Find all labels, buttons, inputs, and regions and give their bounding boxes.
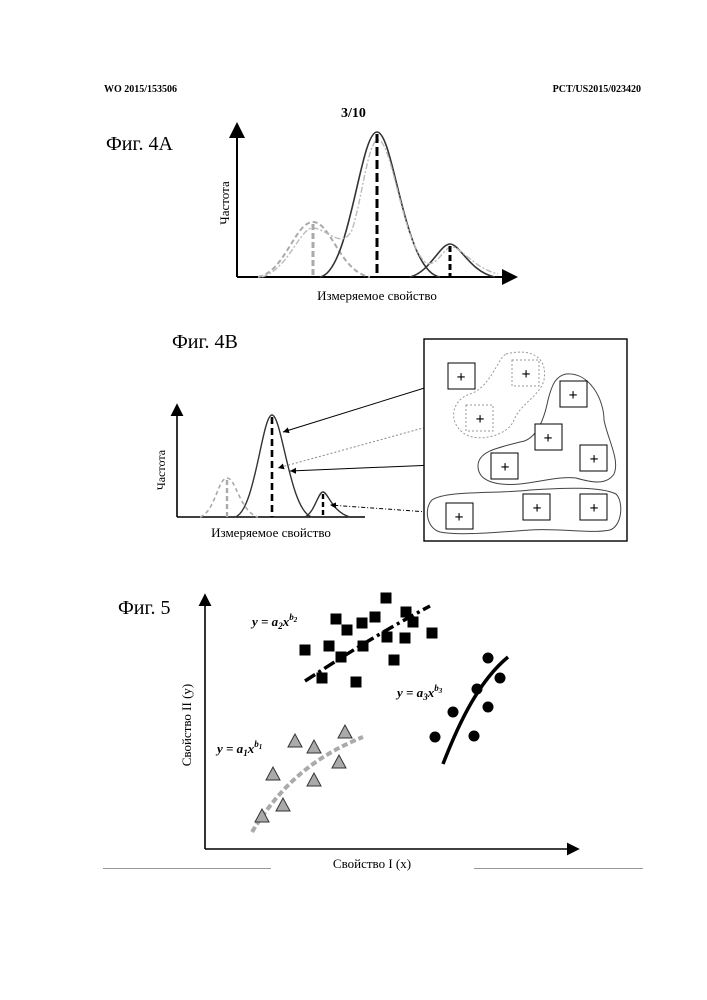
scatter-point-square bbox=[331, 614, 342, 625]
scatter-point-triangle bbox=[338, 725, 352, 738]
fig-4b-peak-right bbox=[305, 492, 350, 517]
scatter-point-triangle bbox=[255, 809, 269, 822]
cluster-cell-plus: + bbox=[500, 459, 509, 476]
scatter-point-circle bbox=[483, 653, 494, 664]
scatter-point-triangle bbox=[276, 798, 290, 811]
footer-rule-right bbox=[474, 868, 643, 869]
scatter-point-square bbox=[342, 625, 353, 636]
fig-4b-x-label: Измеряемое свойство bbox=[211, 525, 331, 540]
equation-2: y = a2xb2 bbox=[250, 612, 298, 631]
fig-4a-peak-left bbox=[258, 222, 370, 277]
scatter-point-square bbox=[324, 641, 335, 652]
scatter-point-circle bbox=[495, 673, 506, 684]
scatter-point-square bbox=[427, 628, 438, 639]
scatter-point-square bbox=[389, 655, 400, 666]
scatter-point-square bbox=[300, 645, 311, 656]
scatter-point-circle bbox=[472, 684, 483, 695]
fig-4b-plot: Частота Измеряемое свойство + + + + + + … bbox=[154, 339, 627, 541]
equation-3: y = a3xb3 bbox=[395, 683, 443, 702]
scatter-point-square bbox=[370, 612, 381, 623]
scatter-point-circle bbox=[430, 732, 441, 743]
scatter-point-square bbox=[351, 677, 362, 688]
fig-4a-envelope bbox=[262, 140, 498, 277]
cluster-cell-plus: + bbox=[589, 500, 598, 517]
fig-4b-peak-left bbox=[200, 478, 258, 517]
cluster-cell-plus: + bbox=[456, 369, 465, 386]
fig-5-plot: Свойство II (y) Свойство I (x) y = a2xb2… bbox=[179, 593, 575, 872]
fig-4a-x-label: Измеряемое свойство bbox=[317, 288, 437, 303]
scatter-point-square bbox=[382, 632, 393, 643]
scatter-point-circle bbox=[448, 707, 459, 718]
fig-4a-peak-right bbox=[410, 244, 495, 277]
scatter-point-triangle bbox=[332, 755, 346, 768]
fig-5-x-label: Свойство I (x) bbox=[333, 856, 411, 871]
scatter-point-triangle bbox=[307, 773, 321, 786]
fig-4a-peak-center bbox=[320, 132, 440, 277]
scatter-point-square bbox=[336, 652, 347, 663]
cluster-cell-plus: + bbox=[532, 500, 541, 517]
cluster-cell-plus: + bbox=[454, 509, 463, 526]
fig-4b-peak-center bbox=[235, 415, 312, 517]
footer-rule-left bbox=[103, 868, 271, 869]
scatter-point-square bbox=[357, 618, 368, 629]
fig-4b-y-label: Частота bbox=[154, 449, 168, 490]
equation-1: y = a1xb1 bbox=[215, 739, 262, 758]
scatter-point-square bbox=[358, 641, 369, 652]
scatter-point-square bbox=[400, 633, 411, 644]
scatter-point-triangle bbox=[288, 734, 302, 747]
scatter-point-square bbox=[408, 617, 419, 628]
scatter-point-square bbox=[317, 673, 328, 684]
cluster-cell-plus: + bbox=[475, 411, 484, 428]
scatter-point-triangle bbox=[307, 740, 321, 753]
cluster-cell-plus: + bbox=[543, 430, 552, 447]
scatter-point-triangle bbox=[266, 767, 280, 780]
cluster-cell-plus: + bbox=[589, 451, 598, 468]
scatter-point-square bbox=[381, 593, 392, 604]
fig-4a-plot: Частота Измеряемое свойство bbox=[217, 128, 512, 303]
scatter-point-square bbox=[401, 607, 412, 618]
arrow-cluster-top-to-center-peak bbox=[283, 381, 447, 432]
scatter-point-circle bbox=[483, 702, 494, 713]
patent-drawing: Частота Измеряемое свойство Частота Изме… bbox=[0, 0, 707, 1000]
fig-4a-y-label: Частота bbox=[217, 181, 232, 225]
fig-5-y-label: Свойство II (y) bbox=[179, 684, 194, 767]
cluster-cell-plus: + bbox=[521, 366, 530, 383]
cluster-cell-plus: + bbox=[568, 387, 577, 404]
arrow-cluster-bottom-to-right-peak bbox=[330, 505, 428, 512]
scatter-point-circle bbox=[469, 731, 480, 742]
